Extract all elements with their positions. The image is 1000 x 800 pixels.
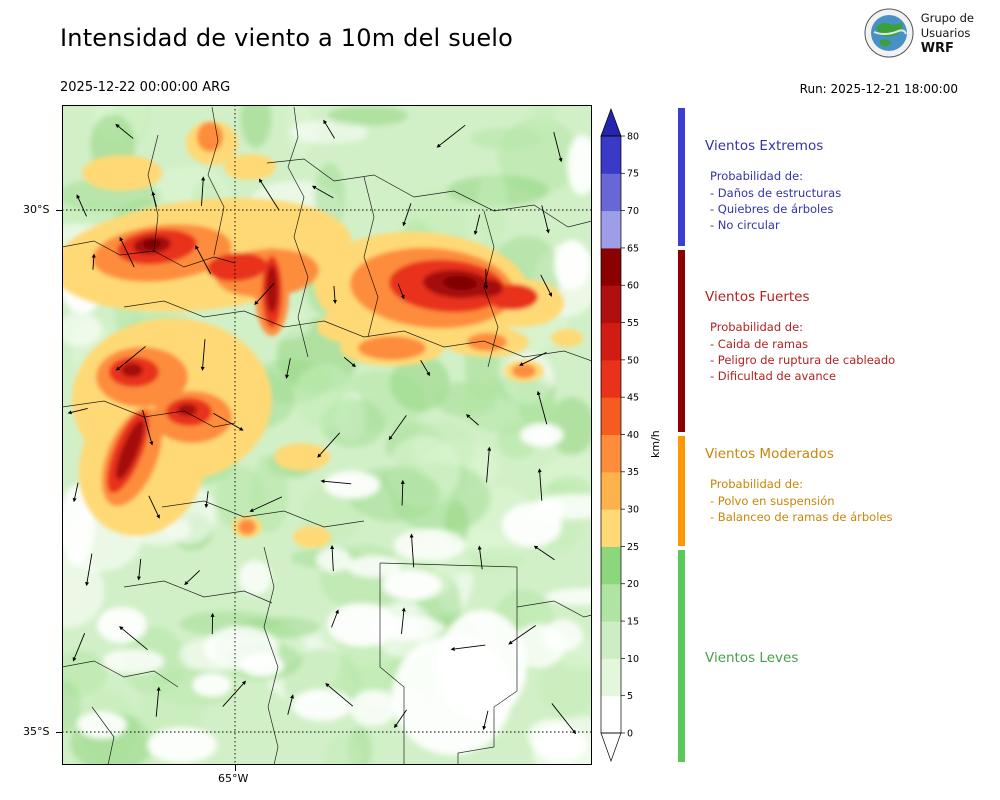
legend-color-bar bbox=[678, 108, 685, 762]
lat-label-30s: 30°S bbox=[23, 203, 50, 216]
svg-text:75: 75 bbox=[627, 169, 639, 180]
x-axis-tick bbox=[235, 765, 236, 771]
svg-text:5: 5 bbox=[627, 691, 633, 702]
lon-label-65w: 65°W bbox=[218, 772, 249, 785]
svg-text:60: 60 bbox=[627, 281, 639, 292]
lat-label-35s: 35°S bbox=[23, 725, 50, 738]
legend-title-leves: Vientos Leves bbox=[705, 650, 799, 666]
svg-text:10: 10 bbox=[627, 654, 639, 665]
svg-text:65: 65 bbox=[627, 243, 639, 254]
svg-text:40: 40 bbox=[627, 430, 639, 441]
logo-line-1: Grupo de bbox=[920, 10, 974, 25]
colorbar: 0 5 10 15 20 25 30 35 40 45 50 55 60 65 70 75 80 bbox=[599, 103, 645, 773]
svg-text:50: 50 bbox=[627, 355, 639, 366]
valid-datetime: 2025-12-22 00:00:00 ARG bbox=[60, 80, 231, 95]
legend-title-moderados: Vientos Moderados bbox=[705, 446, 834, 462]
legend-item: - Balanceo de ramas de árboles bbox=[710, 510, 893, 524]
map-panel bbox=[62, 105, 592, 765]
legend-item: - Daños de estructuras bbox=[710, 186, 842, 200]
legend-section-extremos: Vientos Extremos Probabilidad de: - Daño… bbox=[705, 138, 990, 233]
legend-item: - Caida de ramas bbox=[710, 337, 809, 351]
logo-line-3: WRF bbox=[920, 40, 954, 56]
svg-text:55: 55 bbox=[627, 318, 639, 329]
svg-text:80: 80 bbox=[627, 131, 639, 142]
legend-section-moderados: Vientos Moderados Probabilidad de: - Pol… bbox=[705, 446, 990, 525]
legend-bar-segment bbox=[678, 550, 685, 762]
legend-section-fuertes: Vientos Fuertes Probabilidad de: - Caida… bbox=[705, 289, 990, 384]
wrf-globe-logo-icon bbox=[864, 8, 914, 58]
run-label: Run: 2025-12-21 18:00:00 bbox=[799, 82, 958, 96]
y-axis-tick bbox=[56, 210, 62, 211]
legend-subtitle: Probabilidad de: bbox=[710, 320, 804, 334]
page-title: Intensidad de viento a 10m del suelo bbox=[60, 24, 514, 52]
legend-bar-segment bbox=[678, 108, 685, 246]
legend-item: - Quiebres de árboles bbox=[710, 202, 834, 216]
y-axis-tick bbox=[56, 732, 62, 733]
legend-bar-segment bbox=[678, 436, 685, 546]
legend-item: - No circular bbox=[710, 218, 780, 232]
legend-title-fuertes: Vientos Fuertes bbox=[705, 289, 810, 305]
legend-item: - Peligro de ruptura de cableado bbox=[710, 353, 896, 367]
wrf-logo-text: Grupo de Usuarios WRF bbox=[921, 11, 974, 56]
svg-text:20: 20 bbox=[627, 579, 639, 590]
svg-text:70: 70 bbox=[627, 206, 639, 217]
wrf-logo: Grupo de Usuarios WRF bbox=[864, 8, 974, 58]
legend-section-leves: Vientos Leves bbox=[705, 650, 990, 680]
wind-intensity-map bbox=[62, 105, 592, 765]
svg-text:45: 45 bbox=[627, 393, 639, 404]
svg-text:35: 35 bbox=[627, 467, 639, 478]
svg-text:0: 0 bbox=[627, 728, 633, 739]
colorbar-scale: 0 5 10 15 20 25 30 35 40 45 50 55 60 65 70 75 80 bbox=[600, 107, 639, 763]
svg-text:25: 25 bbox=[627, 542, 639, 553]
legend-subtitle: Probabilidad de: bbox=[710, 169, 804, 183]
legend-bar-segment bbox=[678, 250, 685, 432]
legend-item: - Dificultad de avance bbox=[710, 369, 837, 383]
logo-line-2: Usuarios bbox=[920, 25, 971, 40]
legend-item: - Polvo en suspensión bbox=[710, 494, 835, 508]
legend-title-extremos: Vientos Extremos bbox=[705, 138, 824, 154]
colorbar-unit-label: km/h bbox=[649, 430, 662, 458]
svg-text:15: 15 bbox=[627, 616, 639, 627]
svg-text:30: 30 bbox=[627, 505, 639, 516]
legend-subtitle: Probabilidad de: bbox=[710, 477, 804, 491]
